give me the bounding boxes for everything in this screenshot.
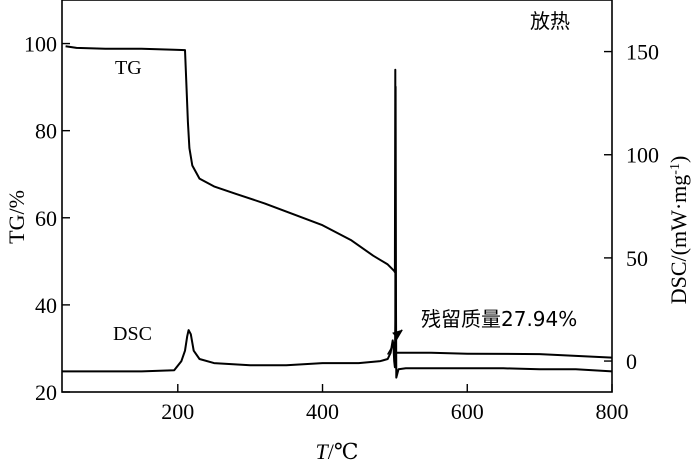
tg-series-label: TG [115,57,142,79]
dsc-series-label: DSC [113,323,152,345]
plot-frame [61,0,613,393]
series-line-dsc [62,85,613,379]
x-tick-label-3: 800 [596,399,629,424]
axes-group: 200 400 600 800 20 40 60 80 100 0 50 100 150 [24,0,659,424]
x-tick-label-0: 200 [161,399,194,424]
x-tick-label-1: 400 [306,399,339,424]
y-right-tick-label-3: 150 [626,40,659,65]
x-axis-title: T/℃ [316,439,359,464]
y-right-tick-label-1: 50 [626,246,648,271]
y-left-tick-label-3: 80 [35,119,57,144]
exo-label: 放热 [530,9,570,33]
x-tick-label-2: 600 [451,399,484,424]
y-left-tick-label-0: 20 [35,380,57,405]
series-group [62,45,613,379]
y-right-tick-label-2: 100 [626,143,659,168]
y-left-tick-label-4: 100 [24,32,57,57]
y-left-tick-label-2: 60 [35,206,57,231]
y-left-tick-label-1: 40 [35,293,57,318]
y-right-axis-title: DSC/(mW·mg-1) [666,156,691,305]
y-left-axis-title: TG/% [4,190,29,244]
labels-group: 放热 TG DSC 残留质量27.94% T/℃ TG/% DSC/(mW·mg… [4,9,691,464]
residual-mass-label: 残留质量27.94% [421,307,577,331]
residual-arrow-head [392,329,403,339]
y-right-tick-label-0: 0 [626,349,637,374]
